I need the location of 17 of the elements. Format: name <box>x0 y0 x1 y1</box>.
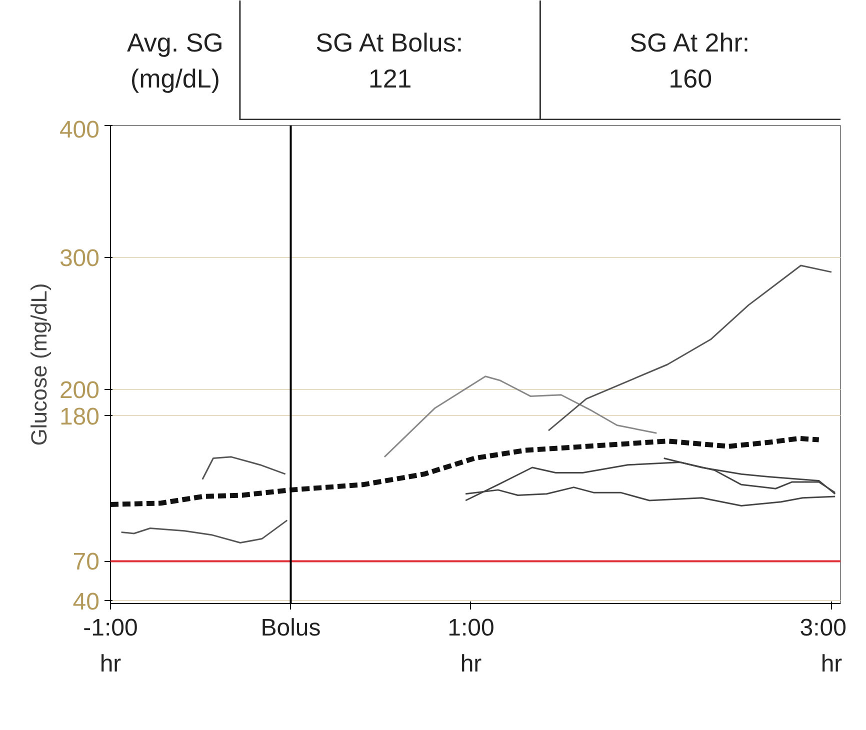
x-tick-label: Bolus <box>260 614 321 642</box>
text: hr <box>460 650 482 678</box>
text: Avg. SG (mg/dL) <box>127 28 224 94</box>
x-tick-label: 1:00 <box>448 614 494 642</box>
y-tick-label: 40 <box>72 588 100 616</box>
x-tick-label: -1:00 <box>83 614 138 642</box>
text: hr <box>820 650 842 678</box>
y-axis-title: Glucose (mg/dL) <box>26 283 52 446</box>
x-tick-label: 3:00 <box>800 614 847 642</box>
text: hr <box>100 650 122 678</box>
y-tick-label: 400 <box>59 116 100 144</box>
y-tick-label: 180 <box>59 403 100 430</box>
text: SG At Bolus: 121 <box>316 28 464 94</box>
y-tick-label: 70 <box>72 548 100 576</box>
text: SG At 2hr: 160 <box>630 28 750 94</box>
y-tick-label: 300 <box>59 245 100 272</box>
y-tick-label: 200 <box>59 377 100 404</box>
